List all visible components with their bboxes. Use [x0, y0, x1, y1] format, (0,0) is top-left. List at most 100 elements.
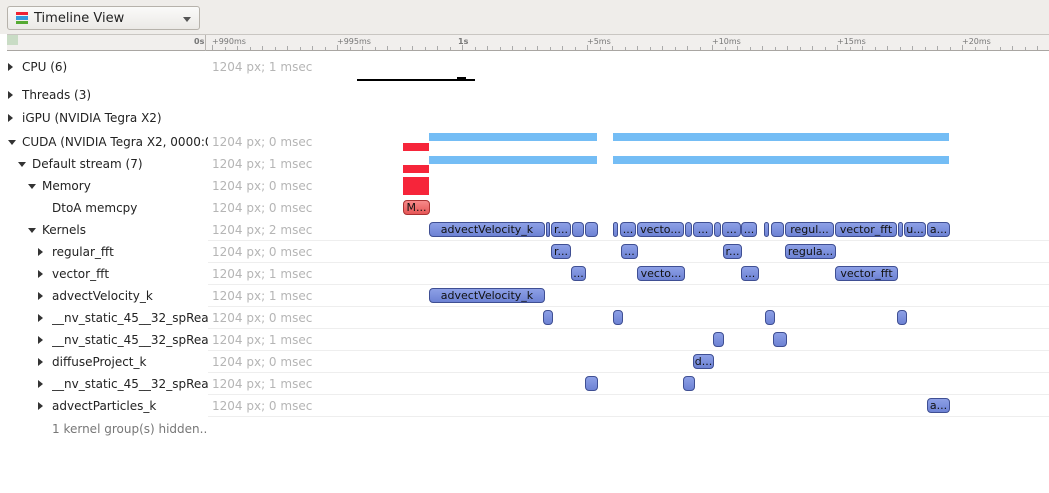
timeline-row[interactable]: __nv_static_45__32_spRealComplex 1204 px;…	[0, 373, 1049, 395]
cuda-memcpy-bar	[403, 143, 429, 151]
kernel-block[interactable]: r...	[551, 244, 571, 259]
kernel-block[interactable]: a...	[927, 222, 950, 237]
ruler-tick	[787, 46, 788, 50]
view-selector-dropdown[interactable]: Timeline View	[7, 6, 200, 30]
timeline-row[interactable]: Default stream (7) 1204 px; 1 msec	[0, 153, 1049, 175]
ruler-tick	[649, 48, 651, 50]
timeline-row[interactable]: CPU (6) 1204 px; 1 msec	[0, 56, 1049, 78]
kernel-block[interactable]: a...	[927, 398, 950, 413]
timeline-row[interactable]: advectParticles_k 1204 px; 0 msec a...	[0, 395, 1049, 417]
expand-arrow-icon[interactable]	[38, 292, 43, 300]
kernel-block[interactable]: r...	[551, 222, 571, 237]
collapse-arrow-icon[interactable]	[28, 184, 36, 189]
stream-activity-bar	[613, 156, 797, 164]
ruler-tick	[737, 46, 738, 50]
kernel-block[interactable]: ...	[741, 222, 757, 237]
cuda-activity-bar	[613, 133, 797, 141]
kernel-block[interactable]: u...	[904, 222, 926, 237]
kernel-block[interactable]	[585, 222, 598, 237]
kernel-block[interactable]: vector_fft	[835, 222, 897, 237]
time-ruler[interactable]: 0s +990ms +995ms 1s +5ms +10ms +15ms +20ms	[7, 34, 1049, 51]
kernel-block[interactable]	[546, 222, 550, 237]
row-scale-info: 1204 px; 2 msec	[212, 223, 313, 237]
ruler-label: +995ms	[337, 37, 371, 46]
collapse-arrow-icon[interactable]	[8, 140, 16, 145]
kernel-block[interactable]	[713, 332, 724, 347]
timeline-row[interactable]: diffuseProject_k 1204 px; 0 msec d...	[0, 351, 1049, 373]
kernel-block[interactable]: vector_fft	[835, 266, 898, 281]
collapse-arrow-icon[interactable]	[18, 162, 26, 167]
kernel-block[interactable]	[898, 222, 903, 237]
timeline-row[interactable]: advectVelocity_k 1204 px; 1 msec advectVel…	[0, 285, 1049, 307]
timeline-row[interactable]: __nv_static_45__32_spRealComplex 1204 px;…	[0, 307, 1049, 329]
kernel-block[interactable]	[773, 332, 787, 347]
kernel-block[interactable]: advectVelocity_k	[429, 222, 545, 237]
kernel-block[interactable]	[613, 222, 618, 237]
ruler-tick	[362, 46, 363, 50]
kernel-block[interactable]	[613, 310, 623, 325]
expand-arrow-icon[interactable]	[38, 248, 43, 256]
timeline-row[interactable]: Kernels 1204 px; 2 msec advectVelocity_k r.…	[0, 219, 1049, 241]
kernel-block[interactable]	[897, 310, 907, 325]
timeline-row[interactable]: regular_fft 1204 px; 0 msec r...... r... reg…	[0, 241, 1049, 263]
expand-arrow-icon[interactable]	[38, 336, 43, 344]
row-label: Kernels	[42, 223, 86, 237]
timeline-row[interactable]: CUDA (NVIDIA Tegra X2, 0000:00:00.0) 1204…	[0, 131, 1049, 153]
kernel-block[interactable]: regul...	[785, 222, 834, 237]
ruler-tick	[824, 48, 826, 50]
expand-arrow-icon[interactable]	[38, 314, 43, 322]
kernel-block[interactable]: ...	[621, 244, 638, 259]
timeline-row[interactable]: Threads (3)	[0, 84, 1049, 106]
timeline-row[interactable]: DtoA memcpy 1204 px; 0 msec	[0, 197, 1049, 219]
hidden-kernel-groups-note[interactable]: 1 kernel group(s) hidden..	[52, 422, 208, 436]
timeline-row[interactable]: vector_fft 1204 px; 1 msec... vecto...... v…	[0, 263, 1049, 285]
hidden-groups-row[interactable]: 1 kernel group(s) hidden..	[0, 418, 1049, 440]
row-label: iGPU (NVIDIA Tegra X2)	[22, 111, 162, 125]
kernel-block[interactable]	[585, 376, 598, 391]
kernel-block[interactable]: advectVelocity_k	[429, 288, 545, 303]
kernel-block[interactable]: ...	[722, 222, 741, 237]
kernel-block[interactable]: vecto...	[637, 222, 684, 237]
timeline-row[interactable]: iGPU (NVIDIA Tegra X2)	[0, 107, 1049, 129]
kernel-block[interactable]	[685, 222, 692, 237]
kernel-block[interactable]: ...	[571, 266, 586, 281]
ruler-tick	[912, 46, 913, 50]
kernel-block[interactable]: ...	[693, 222, 713, 237]
kernel-block[interactable]	[683, 376, 695, 391]
kernel-block[interactable]: ...	[741, 266, 759, 281]
ruler-tick	[799, 48, 801, 50]
expand-arrow-icon[interactable]	[38, 358, 43, 366]
kernel-block[interactable]: d...	[693, 354, 714, 369]
expand-arrow-icon[interactable]	[38, 380, 43, 388]
ruler-tick	[587, 45, 588, 50]
kernel-block[interactable]: r...	[723, 244, 742, 259]
kernel-block[interactable]	[714, 222, 721, 237]
kernel-block[interactable]	[543, 310, 553, 325]
kernel-block[interactable]: regula...	[785, 244, 836, 259]
row-label: __nv_static_45__32_spRealComplex	[52, 377, 208, 391]
row-scale-info: 1204 px; 1 msec	[212, 377, 313, 391]
expand-arrow-icon[interactable]	[38, 402, 43, 410]
expand-arrow-icon[interactable]	[8, 114, 13, 122]
memcpy-block[interactable]: M...	[403, 200, 430, 215]
collapse-arrow-icon[interactable]	[28, 228, 36, 233]
memory-bar	[403, 177, 429, 195]
kernel-block[interactable]: ...	[620, 222, 636, 237]
timeline-row[interactable]: Memory 1204 px; 0 msec	[0, 175, 1049, 197]
row-scale-info: 1204 px; 0 msec	[212, 355, 313, 369]
kernel-block[interactable]	[764, 222, 769, 237]
ruler-tick	[412, 46, 413, 50]
row-label: __nv_static_45__32_spRealComplex	[52, 333, 208, 347]
ruler-tick	[212, 45, 213, 50]
expand-arrow-icon[interactable]	[38, 270, 43, 278]
expand-arrow-icon[interactable]	[8, 63, 13, 71]
row-scale-info: 1204 px; 1 msec	[212, 157, 313, 171]
expand-arrow-icon[interactable]	[8, 91, 13, 99]
kernel-block[interactable]: vecto...	[637, 266, 685, 281]
row-scale-info: 1204 px; 1 msec	[212, 60, 313, 74]
kernel-block[interactable]	[572, 222, 584, 237]
row-label: diffuseProject_k	[52, 355, 147, 369]
kernel-block[interactable]	[765, 310, 775, 325]
kernel-block[interactable]	[771, 222, 784, 237]
timeline-row[interactable]: __nv_static_45__32_spRealComplex 1204 px;…	[0, 329, 1049, 351]
